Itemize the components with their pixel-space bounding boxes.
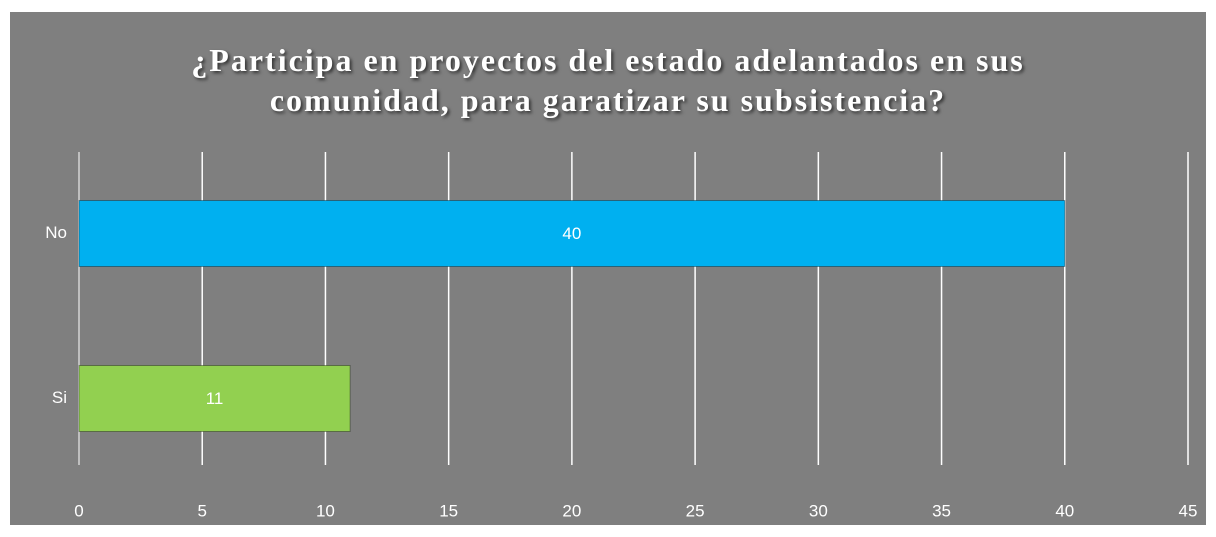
data-label: 11 xyxy=(206,389,224,408)
x-tick-label: 10 xyxy=(316,501,335,520)
x-tick-label: 5 xyxy=(197,501,206,520)
x-tick-label: 0 xyxy=(74,501,83,520)
bar xyxy=(78,200,1066,267)
chart-background xyxy=(10,12,1206,525)
x-tick-label: 15 xyxy=(439,501,458,520)
data-label: 40 xyxy=(562,224,581,243)
x-tick-label: 35 xyxy=(932,501,951,520)
bar xyxy=(78,365,351,432)
chart-title: ¿Participa en proyectos del estado adela… xyxy=(191,42,1025,118)
y-tick-label: Si xyxy=(52,388,67,407)
x-tick-label: 45 xyxy=(1179,501,1198,520)
y-tick-label: No xyxy=(45,223,67,242)
x-tick-label: 30 xyxy=(809,501,828,520)
x-tick-label: 20 xyxy=(562,501,581,520)
x-tick-label: 40 xyxy=(1055,501,1074,520)
x-tick-label: 25 xyxy=(686,501,705,520)
